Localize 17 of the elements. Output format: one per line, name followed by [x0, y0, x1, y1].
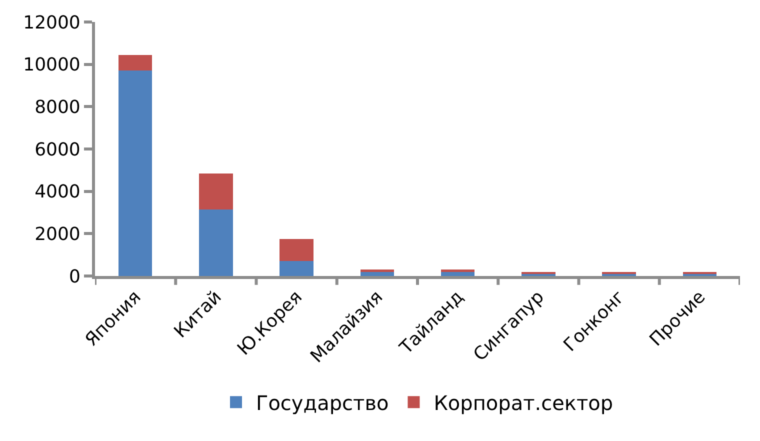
y-tick-label: 8000 [34, 96, 80, 118]
bar [360, 272, 394, 276]
y-tick-label: 4000 [34, 182, 80, 203]
bar [199, 173, 233, 210]
bar [199, 209, 233, 276]
legend-label: Корпорат.сектор [434, 390, 614, 415]
y-tick-label: 10000 [23, 54, 80, 76]
bar [440, 272, 475, 276]
y-tick-label: 6000 [34, 139, 80, 160]
legend-label: Государство [256, 390, 389, 415]
y-tick-label: 12000 [23, 12, 80, 34]
bar [280, 238, 314, 262]
y-tick-label: 0 [68, 266, 80, 288]
y-tick-label: 2000 [34, 224, 80, 245]
bar [118, 70, 152, 276]
bar [280, 261, 314, 276]
bar [118, 54, 152, 71]
